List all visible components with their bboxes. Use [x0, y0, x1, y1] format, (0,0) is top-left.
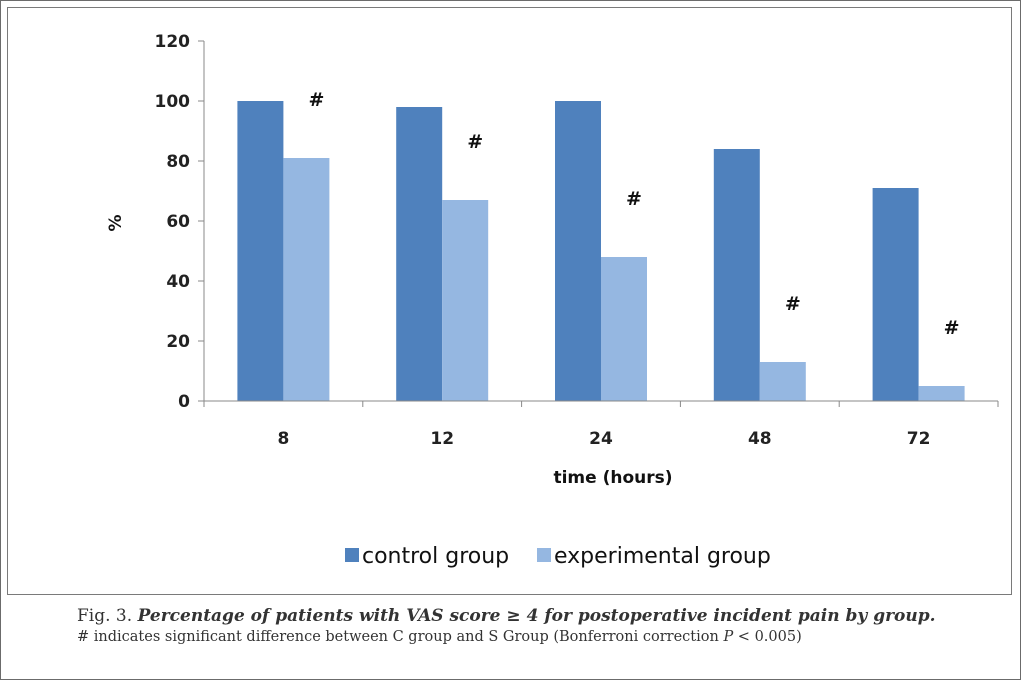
figure-label: Fig. 3.: [77, 606, 133, 626]
significance-marker: #: [944, 317, 960, 339]
bar-control-24: [555, 101, 601, 401]
y-axis-label: %: [106, 214, 126, 231]
y-tick-label: 120: [155, 32, 191, 52]
legend-swatch-experimental: [537, 548, 551, 562]
y-tick-label: 0: [178, 392, 190, 412]
x-axis-label: time (hours): [553, 468, 672, 488]
legend-swatch-control: [345, 548, 359, 562]
chart-panel: 0 20 40 60 80 100 120 # # # # # 8 12 24 48 72 % time (…: [7, 7, 1012, 595]
significance-marker: #: [467, 131, 483, 153]
x-tick-label: 8: [277, 429, 289, 449]
y-tick-label: 100: [155, 92, 191, 112]
bar-experimental-8: [283, 158, 330, 401]
bar-control-72: [872, 188, 919, 401]
legend-label-control: control group: [362, 544, 509, 569]
bar-experimental-12: [442, 200, 489, 401]
bar-chart: 0 20 40 60 80 100 120 # # # # # 8 12 24 48 72 % time (…: [106, 32, 999, 569]
note-prefix: # indicates significant difference betwe…: [77, 629, 724, 645]
y-tick-label: 20: [166, 332, 190, 352]
figure-note: # indicates significant difference betwe…: [77, 627, 1007, 647]
x-tick-label: 48: [748, 429, 772, 449]
bar-control-48: [713, 149, 760, 401]
y-axis: 0 20 40 60 80 100 120: [155, 32, 205, 412]
legend-label-experimental: experimental group: [554, 544, 771, 569]
bars: [237, 101, 965, 401]
bar-control-8: [237, 101, 284, 401]
y-tick-label: 60: [166, 212, 190, 232]
x-axis: 8 12 24 48 72: [203, 400, 999, 449]
note-suffix: < 0.005): [733, 629, 802, 645]
bar-experimental-24: [601, 257, 647, 401]
y-tick-label: 40: [166, 272, 190, 292]
bar-control-12: [396, 107, 443, 401]
x-tick-label: 24: [589, 429, 613, 449]
legend: control group experimental group: [345, 544, 771, 569]
figure-caption: Fig. 3. Percentage of patients with VAS …: [77, 605, 1007, 647]
bar-experimental-48: [759, 362, 806, 401]
x-tick-label: 72: [907, 429, 931, 449]
x-tick-label: 12: [430, 429, 454, 449]
significance-marker: #: [626, 188, 642, 210]
y-tick-label: 80: [166, 152, 190, 172]
significance-marker: #: [308, 89, 324, 111]
figure-title: Percentage of patients with VAS score ≥ …: [137, 606, 936, 626]
significance-marker: #: [785, 293, 801, 315]
significance-markers: # # # # #: [308, 89, 959, 339]
bar-experimental-72: [918, 386, 965, 401]
note-p-variable: P: [723, 629, 734, 645]
